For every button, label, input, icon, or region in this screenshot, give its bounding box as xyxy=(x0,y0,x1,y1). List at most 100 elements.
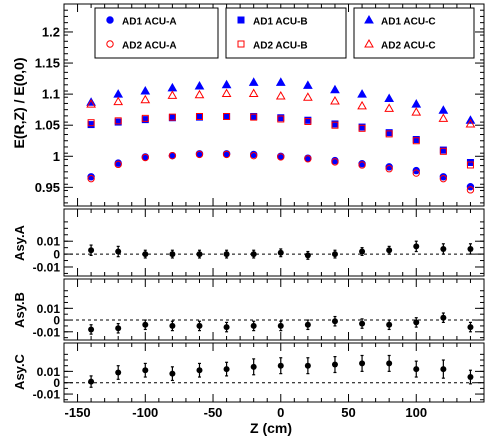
data-point xyxy=(114,160,122,169)
legend-marker xyxy=(106,16,114,24)
panel-frame xyxy=(63,3,485,207)
y-tick-label: 0.01 xyxy=(37,235,61,249)
x-axis-label: Z (cm) xyxy=(250,420,292,436)
legend-label: AD2 ACU-A xyxy=(122,41,177,52)
legend-entry: AD2 ACU-A xyxy=(106,40,177,52)
y-tick-label: -0.01 xyxy=(33,388,61,402)
legend-box-1 xyxy=(94,7,219,59)
data-point xyxy=(167,90,178,99)
legend-entry: AD1 ACU-A xyxy=(106,16,177,28)
data-point xyxy=(331,318,338,325)
data-point xyxy=(142,251,149,258)
data-point xyxy=(384,93,395,102)
data-point xyxy=(223,112,231,120)
legend-marker xyxy=(364,38,374,48)
data-point xyxy=(275,77,286,86)
data-point xyxy=(113,96,124,106)
data-point xyxy=(196,367,203,374)
data-point xyxy=(411,99,422,108)
x-tick-label: -50 xyxy=(204,405,223,420)
data-point xyxy=(358,161,366,169)
data-point xyxy=(87,173,95,181)
data-point xyxy=(466,186,475,194)
data-point xyxy=(385,163,393,171)
legend-box-3 xyxy=(353,7,475,59)
y-tick-label: 0 xyxy=(53,314,60,328)
data-point xyxy=(141,114,149,122)
x-tick-label: 0 xyxy=(277,405,284,420)
data-point xyxy=(142,321,149,328)
data-point xyxy=(359,248,366,255)
x-tick-label: 100 xyxy=(405,405,427,420)
data-point xyxy=(411,107,422,116)
data-point xyxy=(168,113,176,121)
data-point xyxy=(88,326,95,333)
data-point xyxy=(88,247,95,254)
data-point xyxy=(438,105,449,114)
legend: AD1 ACU-A AD2 ACU-A AD1 ACU-B AD2 ACU-B AD1 … xyxy=(94,7,475,59)
y-axis-label-main: E(R,Z) / E(0,0) xyxy=(11,57,27,148)
data-point xyxy=(223,366,230,373)
data-point xyxy=(277,322,284,329)
panel-frame xyxy=(63,278,485,341)
data-point xyxy=(115,325,122,332)
data-point xyxy=(169,370,176,377)
chart-panels: 0.9511.051.11.151.2-0.0100.01-0.0100.01-… xyxy=(33,3,485,420)
data-point xyxy=(331,158,339,166)
data-point xyxy=(386,321,393,328)
series-ad2-acu-a xyxy=(87,150,475,194)
data-point xyxy=(87,121,95,129)
legend-marker xyxy=(106,40,114,48)
data-point xyxy=(357,100,367,110)
data-point xyxy=(194,81,205,90)
data-point xyxy=(304,155,312,163)
data-point xyxy=(385,130,393,138)
data-point xyxy=(250,322,257,329)
data-point xyxy=(304,117,312,125)
data-point xyxy=(330,95,340,105)
data-point xyxy=(250,113,258,121)
y-tick-label: 1.15 xyxy=(35,56,60,71)
data-point xyxy=(331,361,338,368)
data-point xyxy=(140,94,151,104)
data-point xyxy=(438,113,449,122)
legend-entry: AD1 ACU-B xyxy=(237,16,308,28)
data-point xyxy=(359,360,366,367)
data-point xyxy=(384,103,395,112)
data-point xyxy=(169,251,176,258)
data-point xyxy=(330,84,340,94)
data-point xyxy=(386,360,393,367)
data-point xyxy=(196,251,203,258)
series-ad1-acu-c xyxy=(86,77,476,124)
data-point xyxy=(385,165,393,173)
data-point xyxy=(169,322,176,329)
y-tick-label: 1.05 xyxy=(35,118,60,133)
data-point xyxy=(88,378,95,385)
y-tick-label: 1.1 xyxy=(42,87,60,102)
data-point xyxy=(440,366,447,373)
data-point xyxy=(439,147,447,155)
legend-entry: AD2 ACU-B xyxy=(237,40,308,52)
data-point xyxy=(277,115,285,123)
data-point xyxy=(113,89,124,98)
data-point xyxy=(141,153,149,162)
data-point xyxy=(87,119,95,127)
y-tick-label: 0.01 xyxy=(37,365,61,379)
data-point xyxy=(142,367,149,374)
data-point xyxy=(304,362,311,369)
data-point xyxy=(358,124,366,132)
y-tick-label: 0 xyxy=(53,376,60,390)
data-point xyxy=(195,112,203,120)
panel-frame xyxy=(63,208,485,277)
y-tick-label: 0.95 xyxy=(35,180,60,195)
data-point xyxy=(221,88,232,98)
data-point xyxy=(304,252,311,259)
data-point xyxy=(195,150,204,159)
x-tick-label: 50 xyxy=(341,405,355,420)
data-point xyxy=(194,89,205,99)
y-tick-label: 0.01 xyxy=(37,302,61,316)
data-point xyxy=(412,169,420,177)
data-point xyxy=(167,82,178,92)
